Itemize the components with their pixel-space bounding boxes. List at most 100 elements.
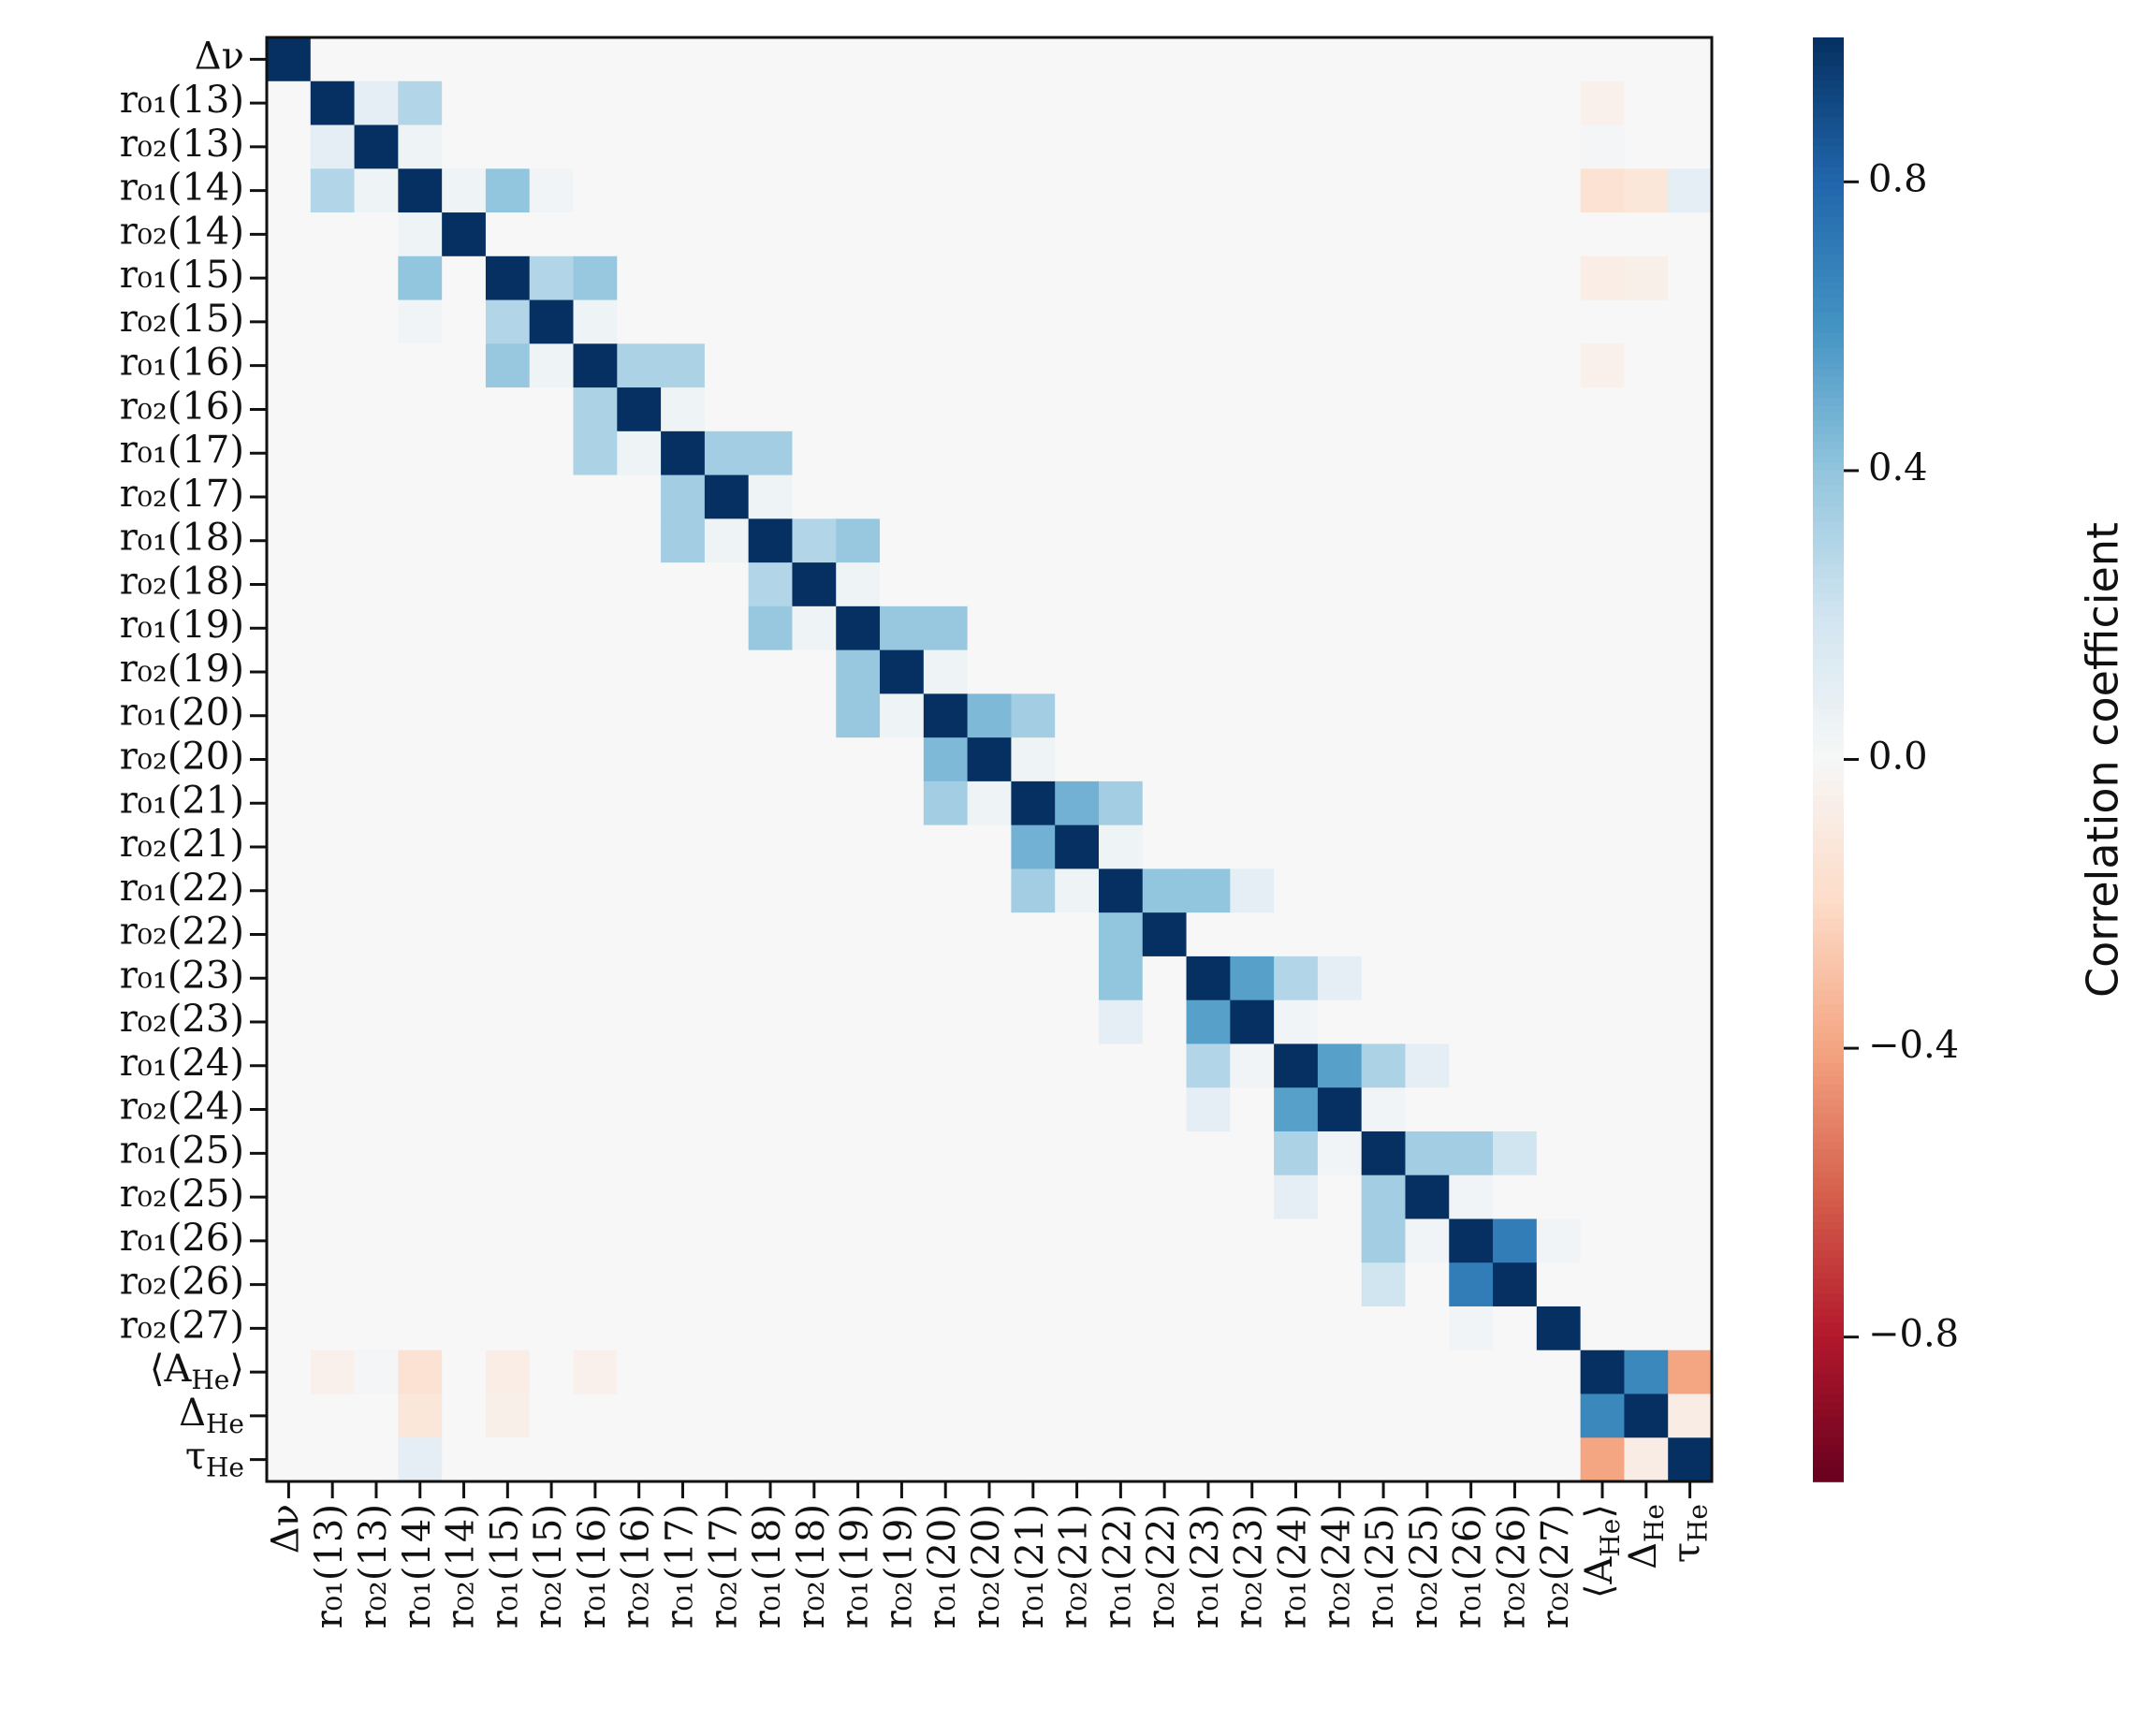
- heatmap-cell: [354, 1131, 399, 1176]
- colorbar-tick-label: −0.4: [1868, 1024, 1959, 1067]
- heatmap-cell: [1624, 649, 1669, 694]
- heatmap-cell: [880, 1349, 925, 1395]
- heatmap-cell: [354, 1262, 399, 1307]
- colorbar-segment: [1813, 1156, 1844, 1165]
- heatmap-cell: [267, 1043, 312, 1088]
- colorbar-segment: [1813, 124, 1844, 133]
- heatmap-cell: [1230, 1131, 1275, 1176]
- heatmap-cell: [617, 999, 662, 1045]
- heatmap-cell: [1317, 474, 1363, 519]
- heatmap-cell: [310, 649, 356, 694]
- x-tick-label: r₀₁(15): [483, 1504, 526, 1628]
- heatmap-cell: [792, 518, 837, 563]
- heatmap-cell: [836, 1262, 881, 1307]
- heatmap-cell: [1405, 1174, 1450, 1220]
- y-tick-label: r₀₂(17): [120, 473, 244, 516]
- heatmap-cell: [1011, 1262, 1056, 1307]
- colorbar-segment: [1813, 362, 1844, 371]
- colorbar-segment: [1813, 1142, 1844, 1150]
- heatmap-cell: [967, 1174, 1012, 1220]
- heatmap-cell: [485, 474, 531, 519]
- colorbar-segment: [1813, 831, 1844, 840]
- heatmap-cell: [1142, 999, 1188, 1045]
- y-tick-label: r₀₂(21): [120, 823, 244, 866]
- heatmap-cell: [398, 1393, 443, 1438]
- heatmap-cell: [1055, 1349, 1100, 1395]
- x-tick-label: r₀₂(16): [615, 1504, 658, 1628]
- heatmap-cell: [1011, 37, 1056, 82]
- heatmap-cell: [442, 912, 487, 957]
- heatmap-cell: [792, 1174, 837, 1220]
- heatmap-cell: [1317, 124, 1363, 169]
- colorbar-segment: [1813, 773, 1844, 782]
- colorbar-segment: [1813, 1055, 1844, 1064]
- heatmap-cell: [442, 80, 487, 126]
- heatmap-cell: [1230, 1174, 1275, 1220]
- heatmap-cell: [967, 956, 1012, 1001]
- heatmap-cell: [1624, 562, 1669, 607]
- heatmap-cell: [573, 1131, 618, 1176]
- heatmap-cell: [923, 999, 969, 1045]
- heatmap-cell: [529, 1349, 575, 1395]
- colorbar-segment: [1813, 1264, 1844, 1274]
- heatmap-cell: [267, 999, 312, 1045]
- heatmap-cell: [1449, 1218, 1494, 1263]
- heatmap-cell: [1580, 387, 1626, 432]
- heatmap-cell: [310, 168, 356, 213]
- heatmap-cell: [1624, 693, 1669, 738]
- heatmap-cell: [748, 1087, 794, 1132]
- heatmap-cell: [1668, 124, 1713, 169]
- heatmap-cell: [1668, 1218, 1713, 1263]
- heatmap-cell: [485, 824, 531, 869]
- heatmap-cell: [1186, 1262, 1231, 1307]
- colorbar-segment: [1813, 940, 1844, 948]
- heatmap-cell: [748, 1043, 794, 1088]
- heatmap-cell: [398, 737, 443, 782]
- heatmap-cell: [267, 1262, 312, 1307]
- heatmap-cell: [1055, 518, 1100, 563]
- heatmap-cell: [1405, 999, 1450, 1045]
- heatmap-cell: [1274, 1262, 1319, 1307]
- heatmap-cell: [661, 1218, 706, 1263]
- heatmap-cell: [1055, 649, 1100, 694]
- y-tick-label: r₀₁(18): [120, 517, 244, 560]
- heatmap-cell: [661, 649, 706, 694]
- heatmap-cell: [442, 168, 487, 213]
- heatmap-cell: [967, 562, 1012, 607]
- heatmap-cell: [1274, 474, 1319, 519]
- heatmap-cell: [1011, 1349, 1056, 1395]
- heatmap-cell: [573, 1087, 618, 1132]
- colorbar-segment: [1813, 1379, 1844, 1389]
- heatmap-cell: [485, 912, 531, 957]
- heatmap-cell: [1317, 912, 1363, 957]
- heatmap-cell: [967, 1087, 1012, 1132]
- heatmap-cell: [1142, 912, 1188, 957]
- heatmap-cell: [1624, 387, 1669, 432]
- colorbar-segment: [1813, 1243, 1844, 1251]
- heatmap-cell: [1011, 518, 1056, 563]
- colorbar-segment: [1813, 1272, 1844, 1280]
- heatmap-cell: [1361, 1393, 1407, 1438]
- x-tick-label: ⟨AHe⟩: [1578, 1504, 1626, 1598]
- heatmap-cell: [836, 474, 881, 519]
- heatmap-cell: [836, 430, 881, 476]
- heatmap-cell: [485, 1393, 531, 1438]
- heatmap-cell: [1405, 693, 1450, 738]
- heatmap-cell: [1011, 1437, 1056, 1482]
- heatmap-cell: [1098, 255, 1144, 301]
- heatmap-cell: [1668, 562, 1713, 607]
- colorbar-segment: [1813, 975, 1844, 985]
- heatmap-cell: [1142, 1131, 1188, 1176]
- heatmap-cell: [1317, 1087, 1363, 1132]
- colorbar-segment: [1813, 1149, 1844, 1158]
- heatmap-cell: [529, 693, 575, 738]
- heatmap-cell: [1405, 124, 1450, 169]
- heatmap-cell: [1493, 737, 1538, 782]
- heatmap-cell: [1361, 387, 1407, 432]
- heatmap-cell: [573, 780, 618, 826]
- heatmap-cell: [748, 430, 794, 476]
- heatmap-cell: [1493, 168, 1538, 213]
- heatmap-cell: [1230, 1087, 1275, 1132]
- heatmap-cell: [1142, 693, 1188, 738]
- heatmap-cell: [880, 168, 925, 213]
